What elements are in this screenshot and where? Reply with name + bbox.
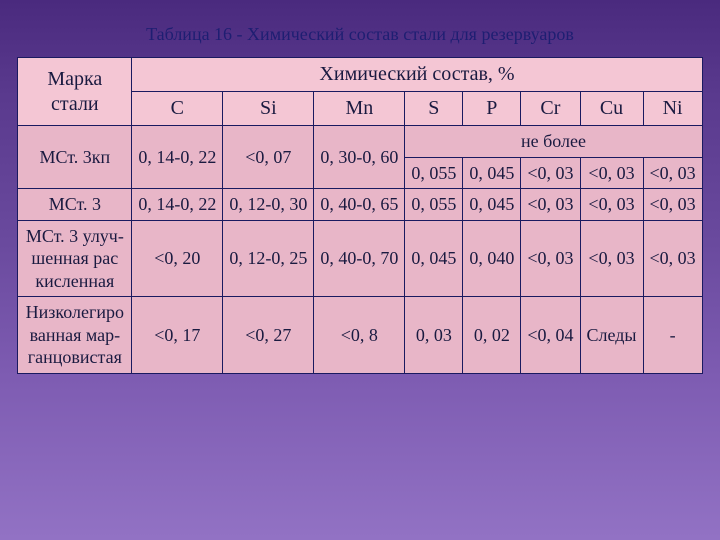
row3-Cr: <0, 04 (521, 297, 580, 374)
row2-Cr: <0, 03 (521, 220, 580, 297)
col-S: S (405, 92, 463, 126)
row2-Cu: <0, 03 (580, 220, 643, 297)
row1-P: 0, 045 (463, 189, 521, 221)
col-Mn: Mn (314, 92, 405, 126)
row3-Si: <0, 27 (223, 297, 314, 374)
row1-Cr: <0, 03 (521, 189, 580, 221)
row0-name: МСт. 3кп (18, 126, 132, 189)
row1-C: 0, 14-0, 22 (132, 189, 223, 221)
row2-name: МСт. 3 улуч-шенная рас кисленная (18, 220, 132, 297)
row1-name: МСт. 3 (18, 189, 132, 221)
row0-Cu: <0, 03 (580, 157, 643, 189)
row1-Ni: <0, 03 (643, 189, 702, 221)
row2-C: <0, 20 (132, 220, 223, 297)
col-Si: Si (223, 92, 314, 126)
row3-P: 0, 02 (463, 297, 521, 374)
sub-header: не более (405, 126, 702, 158)
row0-Cr: <0, 03 (521, 157, 580, 189)
main-header: Химический состав, % (132, 58, 702, 92)
row0-C: 0, 14-0, 22 (132, 126, 223, 189)
row3-Ni: - (643, 297, 702, 374)
row0-S: 0, 055 (405, 157, 463, 189)
row2-Ni: <0, 03 (643, 220, 702, 297)
row0-Mn: 0, 30-0, 60 (314, 126, 405, 189)
row2-P: 0, 040 (463, 220, 521, 297)
row0-Si: <0, 07 (223, 126, 314, 189)
row1-Mn: 0, 40-0, 65 (314, 189, 405, 221)
col-Ni: Ni (643, 92, 702, 126)
row1-Cu: <0, 03 (580, 189, 643, 221)
row2-Si: 0, 12-0, 25 (223, 220, 314, 297)
row3-Cu: Следы (580, 297, 643, 374)
col-Cu: Cu (580, 92, 643, 126)
col-C: C (132, 92, 223, 126)
row3-Mn: <0, 8 (314, 297, 405, 374)
row0-Ni: <0, 03 (643, 157, 702, 189)
row2-Mn: 0, 40-0, 70 (314, 220, 405, 297)
row3-name: Низколегиро ванная мар-ганцовистая (18, 297, 132, 374)
row-label-header: Марка стали (18, 58, 132, 126)
row1-Si: 0, 12-0, 30 (223, 189, 314, 221)
table-title: Таблица 16 - Химический состав стали для… (0, 0, 720, 57)
row3-C: <0, 17 (132, 297, 223, 374)
row3-S: 0, 03 (405, 297, 463, 374)
row1-S: 0, 055 (405, 189, 463, 221)
row2-S: 0, 045 (405, 220, 463, 297)
col-P: P (463, 92, 521, 126)
col-Cr: Cr (521, 92, 580, 126)
row0-P: 0, 045 (463, 157, 521, 189)
composition-table: Марка стали Химический состав, % C Si Mn… (17, 57, 702, 374)
